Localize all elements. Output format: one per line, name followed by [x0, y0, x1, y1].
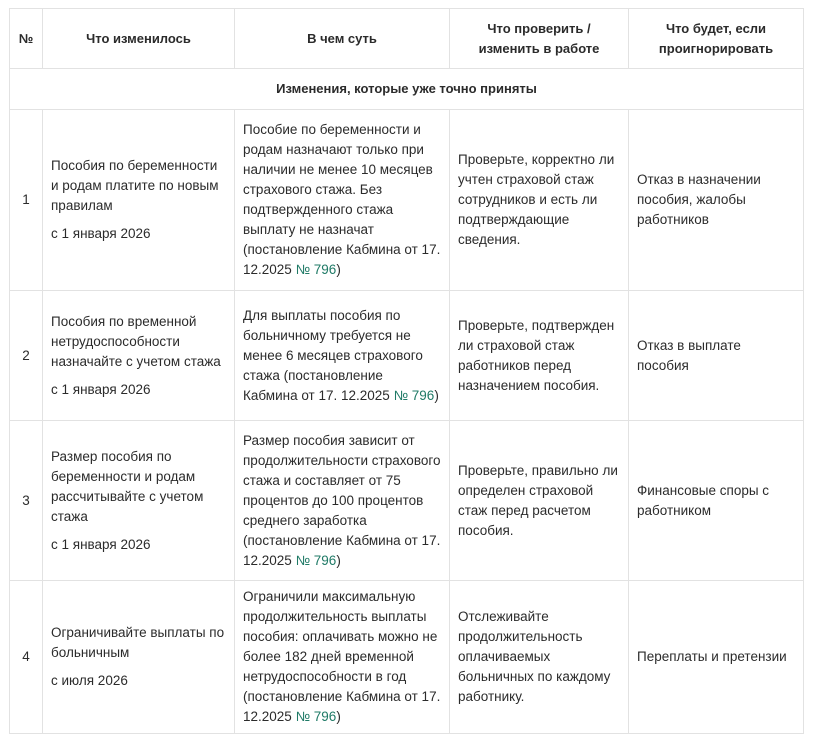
- check-cell: Отслеживайте продолжительность оплачивае…: [449, 580, 629, 734]
- effective-date: с 1 января 2026: [51, 381, 151, 397]
- change-text: Размер пособия по беременности и родам р…: [51, 448, 204, 524]
- header-change: Что изменилось: [42, 8, 235, 69]
- row-number: 4: [9, 580, 43, 734]
- change-cell: Пособия по беременности и родам платите …: [42, 109, 235, 291]
- effective-date: с 1 января 2026: [51, 226, 151, 241]
- essence-end: ): [336, 262, 341, 277]
- risk-cell: Отказ в выплате пособия: [628, 290, 804, 421]
- effective-date: с июля 2026: [51, 673, 128, 688]
- check-cell: Проверьте, корректно ли учтен страховой …: [449, 109, 629, 291]
- essence-text: Размер пособия зависит от продолжительно…: [243, 432, 441, 568]
- header-row: № Что изменилось В чем суть Что проверит…: [9, 8, 804, 69]
- header-risk: Что будет, если проигнорировать: [628, 8, 804, 69]
- change-cell: Ограничивайте выплаты по больничным с июл…: [42, 580, 235, 734]
- essence-cell: Ограничили максимальную продолжительност…: [234, 580, 450, 734]
- change-text: Ограничивайте выплаты по больничным: [51, 625, 225, 660]
- header-essence: В чем суть: [234, 8, 450, 69]
- table-row: 2 Пособия по временной нетрудоспособности…: [9, 290, 804, 421]
- resolution-link[interactable]: № 796: [295, 709, 337, 724]
- essence-cell: Размер пособия зависит от продолжительно…: [234, 420, 450, 581]
- resolution-link[interactable]: № 796: [393, 387, 435, 403]
- table-row: 1 Пособия по беременности и родам платите…: [9, 109, 804, 291]
- changes-table: № Что изменилось В чем суть Что проверит…: [9, 8, 804, 734]
- risk-cell: Переплаты и претензии: [628, 580, 804, 734]
- essence-text: Для выплаты пособия по больничному требу…: [243, 307, 423, 403]
- essence-text: Ограничили максимальную продолжительност…: [243, 589, 441, 724]
- section-row: Изменения, которые уже точно приняты: [9, 68, 804, 110]
- risk-cell: Финансовые споры с работником: [628, 420, 804, 581]
- row-number: 1: [9, 109, 43, 291]
- essence-end: ): [336, 552, 341, 568]
- check-cell: Проверьте, правильно ли определен страхо…: [449, 420, 629, 581]
- section-title: Изменения, которые уже точно приняты: [9, 68, 804, 110]
- table-row: 4 Ограничивайте выплаты по больничным с ию…: [9, 580, 804, 734]
- effective-date: с 1 января 2026: [51, 536, 151, 552]
- essence-end: ): [336, 709, 341, 724]
- essence-cell: Пособие по беременности и родам назначаю…: [234, 109, 450, 291]
- row-number: 3: [9, 420, 43, 581]
- change-text: Пособия по беременности и родам платите …: [51, 158, 219, 213]
- resolution-link[interactable]: № 796: [295, 552, 337, 568]
- change-cell: Размер пособия по беременности и родам р…: [42, 420, 235, 581]
- header-number: №: [9, 8, 43, 69]
- row-number: 2: [9, 290, 43, 421]
- header-check: Что проверить / изменить в работе: [449, 8, 629, 69]
- resolution-link[interactable]: № 796: [295, 262, 337, 277]
- risk-cell: Отказ в назначении пособия, жалобы работ…: [628, 109, 804, 291]
- essence-cell: Для выплаты пособия по больничному требу…: [234, 290, 450, 421]
- essence-text: Пособие по беременности и родам назначаю…: [243, 122, 441, 277]
- table-row: 3 Размер пособия по беременности и родам …: [9, 420, 804, 581]
- essence-end: ): [434, 387, 439, 403]
- check-cell: Проверьте, подтвержден ли страховой стаж…: [449, 290, 629, 421]
- change-text: Пособия по временной нетрудоспособности …: [51, 313, 221, 369]
- change-cell: Пособия по временной нетрудоспособности …: [42, 290, 235, 421]
